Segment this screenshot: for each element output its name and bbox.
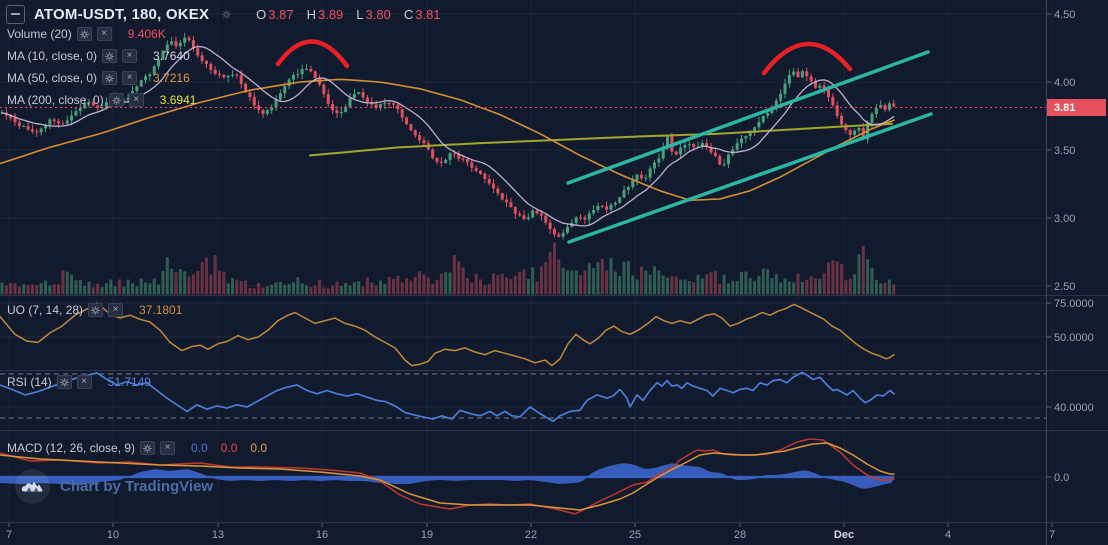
symbol-title[interactable]: ATOM-USDT, 180, OKEX	[34, 5, 210, 23]
ma50-label: MA (50, close, 0)	[7, 71, 98, 85]
svg-text:40.0000: 40.0000	[1054, 402, 1094, 414]
low-label: L	[356, 6, 364, 22]
svg-text:19: 19	[421, 529, 433, 541]
legend-row-ma200: MA (200, close, 0) × 3.6941	[7, 92, 196, 108]
macd-histogram-value: 0.0	[191, 441, 208, 455]
legend-row-ma10: MA (10, close, 0) × 3.7640	[7, 48, 190, 64]
last-price-badge: 3.81	[1047, 99, 1106, 116]
svg-text:4.00: 4.00	[1054, 77, 1075, 89]
svg-text:7: 7	[6, 529, 12, 541]
svg-text:0.0: 0.0	[1054, 472, 1069, 484]
svg-text:3.00: 3.00	[1054, 213, 1075, 225]
svg-text:50.0000: 50.0000	[1054, 332, 1094, 344]
close-value: 3.81	[415, 6, 441, 22]
svg-text:7: 7	[1049, 529, 1055, 541]
svg-text:2.50: 2.50	[1054, 281, 1075, 293]
svg-text:13: 13	[212, 529, 224, 541]
grid-lines	[0, 0, 1053, 522]
svg-text:16: 16	[316, 529, 328, 541]
ma200-remove-button[interactable]: ×	[128, 93, 144, 107]
uo-settings-button[interactable]	[88, 303, 104, 317]
macd-signal-value: 0.0	[250, 441, 268, 455]
ma50-settings-button[interactable]	[102, 71, 118, 85]
uo-remove-button[interactable]: ×	[108, 303, 124, 317]
chart-settings-gear-icon[interactable]	[219, 7, 234, 21]
svg-text:28: 28	[734, 529, 746, 541]
rsi-label: RSI (14)	[7, 375, 52, 389]
ma10-settings-button[interactable]	[102, 49, 118, 63]
macd-remove-button[interactable]: ×	[160, 441, 176, 455]
ma200-label: MA (200, close, 0)	[7, 93, 104, 107]
price-axis[interactable]	[1047, 0, 1108, 522]
high-label: H	[306, 6, 316, 22]
svg-text:10: 10	[107, 529, 119, 541]
time-axis-labels: 7 10 13 16 19 22 25 28 Dec 4 7	[6, 523, 1055, 541]
ma10-remove-button[interactable]: ×	[122, 49, 138, 63]
legend-row-uo: UO (7, 14, 28) × 37.1801	[7, 302, 182, 318]
trend-channel-lines	[566, 50, 933, 244]
collapse-pane-icon[interactable]	[6, 4, 25, 24]
svg-text:4: 4	[945, 529, 951, 541]
open-label: O	[256, 6, 267, 22]
uo-value: 37.1801	[139, 303, 183, 317]
high-value: 3.89	[317, 6, 344, 22]
macd-settings-button[interactable]	[140, 441, 156, 455]
ma50-remove-button[interactable]: ×	[122, 71, 138, 85]
moving-averages	[0, 45, 895, 227]
svg-text:Dec: Dec	[834, 529, 854, 541]
uo-label: UO (7, 14, 28)	[7, 303, 84, 317]
macd-indicator	[0, 438, 895, 515]
uo-indicator-line	[0, 302, 895, 367]
rsi-remove-button[interactable]: ×	[76, 375, 92, 389]
legend-row-macd: MACD (12, 26, close, 9) × 0.0 0.0 0.0	[7, 440, 267, 456]
red-arc-annotations	[275, 39, 853, 76]
ma10-value: 3.7640	[153, 49, 190, 63]
macd-line-value: 0.0	[220, 441, 238, 455]
tradingview-watermark[interactable]: Chart by TradingView	[14, 468, 213, 505]
rsi-settings-button[interactable]	[56, 375, 72, 389]
volume-bars	[0, 242, 896, 295]
rsi-value: 51.7149	[107, 375, 152, 389]
close-label: C	[403, 6, 414, 22]
legend-row-rsi: RSI (14) × 51.7149	[7, 374, 151, 390]
chart-header: ATOM-USDT, 180, OKEX O 3.87 H 3.89 L 3.80 C…	[6, 4, 441, 24]
macd-label: MACD (12, 26, close, 9)	[7, 441, 136, 455]
volume-settings-button[interactable]	[76, 27, 92, 41]
svg-text:4.50: 4.50	[1054, 9, 1075, 21]
volume-label: Volume (20)	[7, 27, 72, 41]
low-value: 3.80	[365, 6, 391, 22]
tradingview-logo-icon	[15, 469, 50, 504]
volume-remove-button[interactable]: ×	[96, 27, 112, 41]
ohlc-readout: O 3.87 H 3.89 L 3.80 C 3.81	[256, 7, 440, 22]
ma200-value: 3.6941	[159, 93, 197, 107]
svg-text:22: 22	[525, 529, 537, 541]
watermark-text: Chart by TradingView	[60, 478, 214, 495]
svg-text:3.50: 3.50	[1054, 145, 1075, 157]
volume-value: 9.406K	[127, 27, 166, 41]
ma50-value: 3.7216	[153, 71, 190, 85]
ma200-settings-button[interactable]	[108, 93, 124, 107]
open-value: 3.87	[268, 6, 294, 22]
time-axis[interactable]	[0, 523, 1046, 545]
price-axis-labels: 4.50 4.00 3.50 3.00 2.50 75.0000 50.0000 40.000…	[1047, 9, 1094, 484]
rsi-indicator	[0, 371, 1046, 423]
svg-text:75.0000: 75.0000	[1054, 298, 1094, 310]
legend-row-ma50: MA (50, close, 0) × 3.7216	[7, 70, 190, 86]
legend-row-volume: Volume (20) × 9.406K	[7, 26, 166, 42]
ma10-label: MA (10, close, 0)	[7, 49, 98, 63]
svg-text:25: 25	[629, 529, 641, 541]
